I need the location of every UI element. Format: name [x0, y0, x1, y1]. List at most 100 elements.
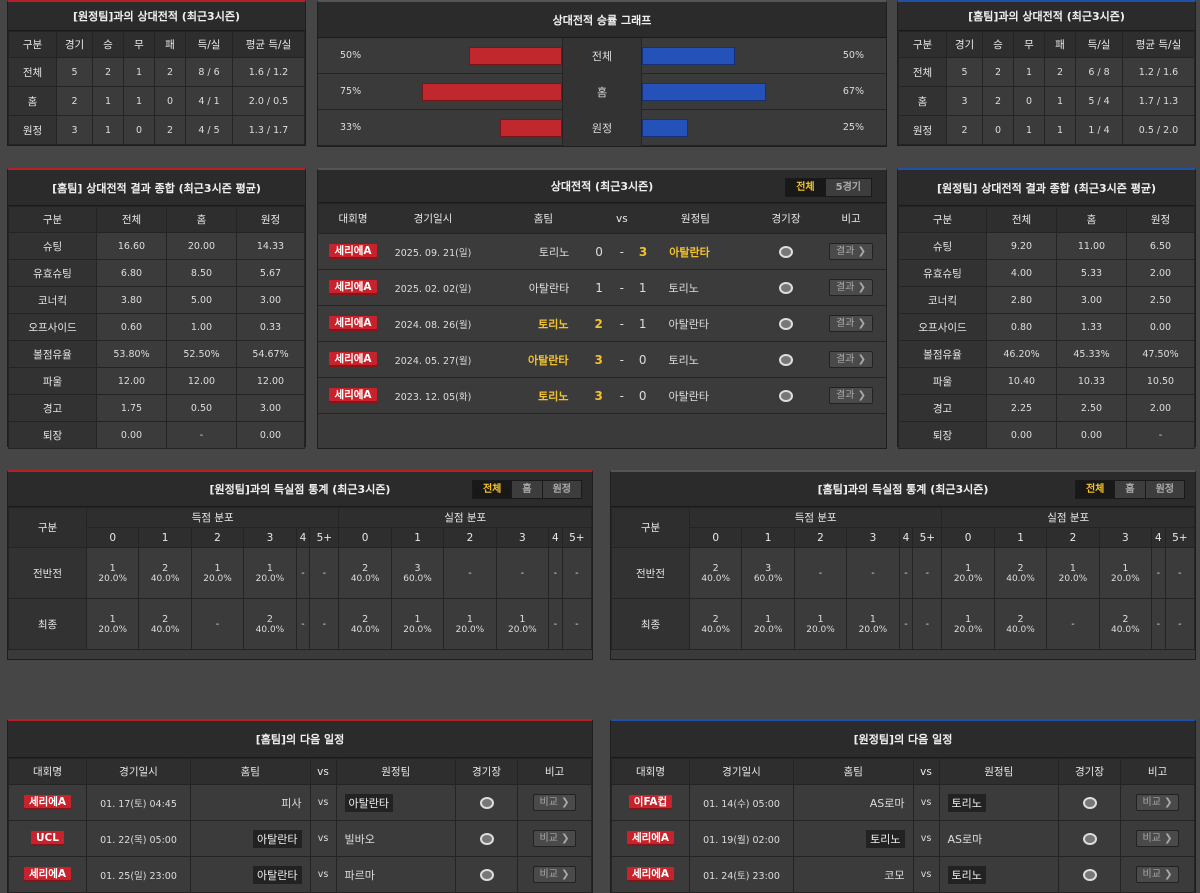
away-cell: 아탈란타	[335, 784, 456, 821]
schedule-row: 세리에A 01. 25(일) 23:00 아탈란타 vs 파르마 비교 ❯	[8, 856, 592, 893]
table-row: 유효슈팅 6.80 8.50 5.67	[8, 259, 305, 287]
result-button[interactable]: 결과 ❯	[829, 387, 873, 404]
note-cell: 비교 ❯	[1120, 820, 1195, 857]
home-cell: 토리노	[793, 820, 914, 857]
distribution-cell: -	[1164, 547, 1196, 599]
column-header: 전체	[96, 206, 167, 233]
stadium-cell	[756, 377, 816, 414]
right-bar	[642, 119, 688, 137]
schedule-row: 세리에A 01. 17(토) 04:45 피사 vs 아탈란타 비교 ❯	[8, 784, 592, 821]
stadium-icon[interactable]	[1082, 796, 1097, 809]
goal-count-header: 0	[338, 527, 392, 548]
tab-all[interactable]: 전체	[1075, 481, 1115, 498]
tab-home[interactable]: 홈	[511, 481, 542, 498]
stadium-icon[interactable]	[779, 245, 793, 258]
table-row: 전반전 1 20.0% 2 40.0% 1 20.0% 1 20.0% - -2 40.0% 3 60.0…	[8, 547, 593, 599]
distribution-cell: -	[898, 547, 914, 599]
table-cell: 16.60	[96, 232, 167, 260]
home-team: 아탈란타	[253, 865, 302, 884]
column-header: 패	[1044, 31, 1076, 58]
count: 3	[414, 562, 421, 574]
header-row: 대회명 경기일시 홈팀 vs 원정팀 경기장 비고	[318, 203, 886, 234]
stadium-icon[interactable]	[779, 281, 793, 294]
vs-cell: -	[608, 269, 635, 306]
table-cell: 46.20%	[986, 340, 1057, 368]
tab-home[interactable]: 홈	[1114, 481, 1145, 498]
panel-title: [홈팀]과의 상대전적 (최근3시즌)	[898, 2, 1195, 31]
percent: 40.0%	[350, 573, 380, 584]
table-cell: 6 / 8	[1075, 57, 1123, 87]
column-header: 구분	[898, 206, 987, 233]
tab-5games[interactable]: 5경기	[824, 179, 871, 196]
table-row: 최종 1 20.0% 2 40.0% -2 40.0% - -2 40.0% 1 20.0% 1 20.0…	[8, 598, 593, 650]
next-away-panel: [원정팀]의 다음 일정 대회명 경기일시 홈팀 vs 원정팀 경기장 비고 이FA컵 01. …	[610, 719, 1196, 893]
tab-away[interactable]: 원정	[1144, 481, 1184, 498]
table-cell: 1	[92, 115, 124, 145]
schedule-row: UCL 01. 22(목) 05:00 아탈란타 vs 빌바오 비교 ❯	[8, 820, 592, 857]
league-badge: 세리에A	[329, 280, 377, 295]
distribution-cell: -	[309, 598, 340, 650]
away-score: 1	[638, 280, 647, 295]
stadium-icon[interactable]	[479, 832, 494, 845]
tab-all[interactable]: 전체	[786, 179, 825, 196]
stadium-icon[interactable]	[1082, 832, 1097, 845]
compare-button[interactable]: 비교 ❯	[532, 830, 577, 847]
stadium-icon[interactable]	[779, 317, 793, 330]
count: 1	[965, 562, 972, 574]
count: 2	[712, 613, 719, 625]
compare-button[interactable]: 비교 ❯	[1135, 866, 1180, 883]
stadium-icon[interactable]	[479, 868, 494, 881]
match-row: 세리에A 2025. 09. 21(일) 토리노 0-3 아탈란타 결과 ❯	[318, 233, 886, 270]
goal-count-header: 0	[941, 527, 995, 548]
count: 1	[109, 613, 116, 625]
result-button[interactable]: 결과 ❯	[829, 315, 873, 332]
stadium-cell	[1058, 784, 1121, 821]
table-cell: 1.33	[1056, 313, 1127, 341]
league-cell: 세리에A	[318, 341, 388, 378]
distribution-cell: -	[548, 598, 563, 650]
league-cell: 이FA컵	[611, 784, 690, 821]
row-label: 오프사이드	[8, 313, 97, 341]
graph-mid-cell: 원정	[562, 110, 642, 146]
count: 1	[214, 562, 221, 574]
result-button[interactable]: 결과 ❯	[829, 351, 873, 368]
percent: 40.0%	[255, 624, 285, 635]
tab-away[interactable]: 원정	[541, 481, 581, 498]
compare-button[interactable]: 비교 ❯	[1135, 830, 1180, 847]
league-header: 대회명	[611, 758, 690, 785]
count: -	[322, 618, 327, 630]
goal-count-header: 0	[85, 527, 140, 548]
row-label: 원정	[591, 122, 613, 135]
compare-button[interactable]: 비교 ❯	[1135, 794, 1180, 811]
stadium-icon[interactable]	[779, 353, 793, 366]
stadium-icon[interactable]	[1082, 868, 1097, 881]
tab-all[interactable]: 전체	[472, 481, 512, 498]
compare-button[interactable]: 비교 ❯	[532, 794, 577, 811]
count: 2	[362, 562, 369, 574]
right-percent: 67%	[842, 86, 864, 97]
column-header: 패	[154, 31, 186, 58]
count: -	[1156, 618, 1161, 630]
count: 2	[162, 562, 169, 574]
note-header: 비고	[517, 758, 592, 785]
table-cell: 47.50%	[1126, 340, 1195, 368]
home-team: 토리노	[538, 317, 569, 331]
stadium-icon[interactable]	[479, 796, 494, 809]
distribution-cell: 1 20.0%	[941, 598, 995, 650]
matches-title: 상대전적 (최근3시즌)	[550, 180, 654, 193]
column-header: 승	[92, 31, 124, 58]
table-row: 퇴장 0.00-0.00	[8, 421, 305, 449]
result-button[interactable]: 결과 ❯	[829, 243, 873, 260]
away-team: 아탈란타	[668, 317, 709, 331]
row-label: 퇴장	[898, 421, 987, 449]
stadium-icon[interactable]	[779, 389, 793, 402]
vs-label: vs	[912, 784, 940, 821]
league-badge: 세리에A	[329, 244, 377, 259]
compare-button[interactable]: 비교 ❯	[532, 866, 577, 883]
goal-count-header: 1	[993, 527, 1048, 548]
column-header: 무	[1013, 31, 1045, 58]
result-button[interactable]: 결과 ❯	[829, 279, 873, 296]
goals-right-panel: [홈팀]과의 득실점 통계 (최근3시즌) 전체 홈 원정 구분 득점 분포 실점 …	[610, 470, 1196, 660]
table-cell: 2.00	[1126, 259, 1195, 287]
date-cell: 2024. 05. 27(월)	[388, 341, 478, 378]
